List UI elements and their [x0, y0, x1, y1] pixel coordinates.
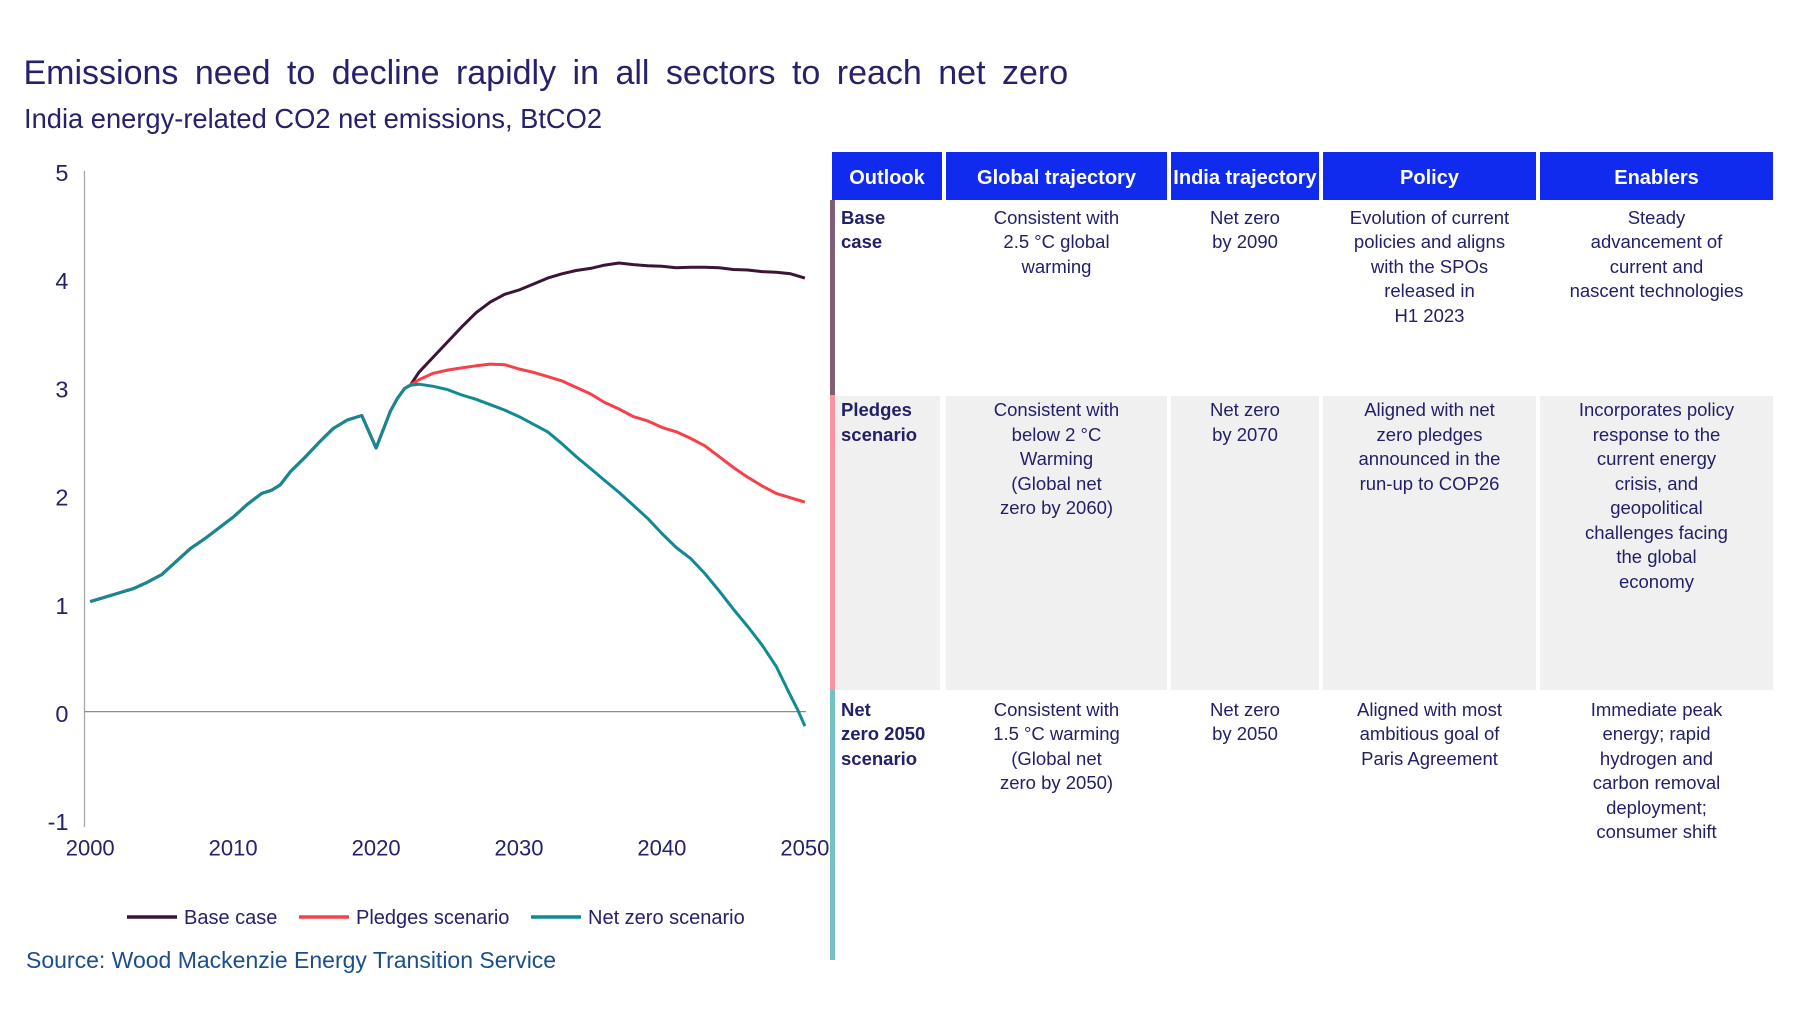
svg-text:2020: 2020	[352, 836, 401, 861]
svg-text:Base case: Base case	[184, 907, 277, 929]
svg-text:0: 0	[55, 701, 68, 727]
svg-text:Pledges scenario: Pledges scenario	[356, 907, 509, 929]
svg-text:2: 2	[55, 485, 68, 511]
svg-text:2040: 2040	[637, 836, 686, 861]
svg-text:1: 1	[55, 593, 68, 619]
svg-text:2010: 2010	[209, 836, 258, 861]
svg-text:Net zero scenario: Net zero scenario	[588, 907, 745, 929]
svg-text:2050: 2050	[780, 836, 829, 861]
svg-text:2000: 2000	[66, 836, 115, 861]
svg-text:5: 5	[55, 160, 68, 186]
svg-text:-1: -1	[48, 809, 69, 835]
svg-text:3: 3	[55, 376, 68, 402]
svg-text:2030: 2030	[495, 836, 544, 861]
svg-text:4: 4	[55, 268, 68, 294]
